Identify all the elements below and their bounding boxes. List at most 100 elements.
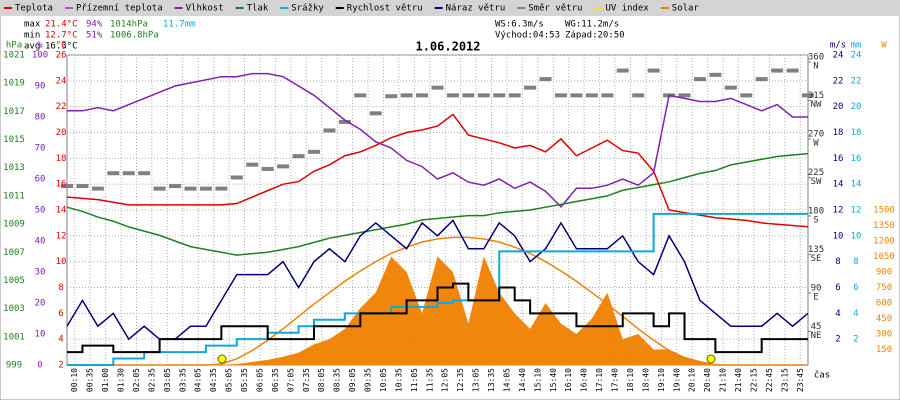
direction-mark: [76, 184, 89, 189]
x-tick-label: 04:35: [209, 368, 218, 392]
tick-label: 1017: [3, 107, 25, 117]
x-tick-label: 13:35: [487, 368, 496, 392]
tick-label: 999: [6, 361, 22, 371]
direction-mark: [585, 93, 598, 98]
direction-mark: [369, 111, 382, 116]
x-tick-label: 20:40: [703, 368, 712, 392]
x-tick-label: 03:35: [178, 368, 187, 392]
tick-label: 16: [851, 154, 862, 164]
tick-label: 4: [58, 335, 63, 345]
tick-label: 0: [37, 361, 42, 371]
tick-label: 14: [851, 180, 862, 190]
tick-label: 50: [35, 206, 46, 216]
x-tick-label: 21:10: [719, 368, 728, 392]
stat: max: [24, 20, 41, 30]
tick-label: NE: [811, 331, 822, 341]
x-tick-label: 05:35: [240, 368, 249, 392]
direction-mark: [138, 171, 151, 176]
tick-label: 300: [876, 330, 892, 340]
direction-mark: [647, 68, 660, 73]
direction-mark: [292, 154, 305, 159]
x-tick-label: 17:40: [611, 368, 620, 392]
x-tick-label: 07:05: [286, 368, 295, 392]
legend-label: Srážky: [291, 4, 324, 14]
direction-mark: [693, 77, 706, 82]
tick-label: 8: [835, 257, 840, 267]
series-line: [67, 282, 808, 354]
x-tick-label: 01:00: [101, 368, 110, 392]
tick-label: 16: [56, 180, 67, 190]
tick-label: 1050: [873, 252, 895, 262]
stat: min: [24, 31, 40, 41]
direction-mark: [508, 93, 521, 98]
direction-mark: [616, 68, 629, 73]
tick-label: 60: [35, 175, 46, 185]
tick-label: 14: [56, 206, 67, 216]
tick-label: 1500: [873, 206, 895, 216]
direction-mark: [786, 68, 799, 73]
direction-mark: [524, 85, 537, 90]
x-tick-label: 12:35: [456, 368, 465, 392]
axis-label: m/s: [830, 41, 846, 51]
tick-label: 24: [833, 51, 844, 61]
x-tick-label: 08:05: [317, 368, 326, 392]
direction-mark: [771, 68, 784, 73]
legend-label: Rychlost větru: [347, 4, 423, 14]
x-tick-label: 22:15: [749, 368, 758, 392]
tick-label: 45: [811, 322, 822, 332]
x-tick-label: 00:10: [70, 368, 79, 392]
x-tick-label: 14:40: [518, 368, 527, 392]
x-tick-label: 15:40: [549, 368, 558, 392]
tick-label: 180: [808, 207, 824, 217]
tick-label: 1007: [3, 248, 25, 258]
axis-label: °C: [56, 41, 67, 51]
legend-label: Vlhkost: [186, 4, 224, 14]
tick-label: 80: [35, 113, 46, 123]
x-tick-label: 03:05: [163, 368, 172, 392]
direction-mark: [709, 72, 722, 77]
tick-label: 1021: [3, 51, 25, 61]
legend-label: UV index: [605, 4, 649, 14]
direction-mark: [338, 119, 351, 124]
tick-label: 600: [876, 299, 892, 309]
tick-label: 40: [35, 237, 46, 247]
x-tick-label: 18:10: [626, 368, 635, 392]
x-tick-label: 16:10: [564, 368, 573, 392]
tick-label: 90: [811, 284, 822, 294]
axis-label: mm: [851, 41, 862, 51]
tick-label: N: [813, 62, 818, 72]
direction-mark: [354, 93, 367, 98]
x-tick-label: 17:10: [595, 368, 604, 392]
x-tick-label: 08:35: [333, 368, 342, 392]
direction-mark: [323, 128, 336, 133]
tick-label: 4: [853, 309, 858, 319]
tick-label: E: [813, 293, 818, 303]
tick-label: 100: [32, 51, 48, 61]
tick-label: 1001: [3, 332, 25, 342]
tick-label: 2: [58, 361, 63, 371]
stat: 11.7mm: [163, 20, 196, 30]
tick-label: 1019: [3, 79, 25, 89]
tick-label: 20: [851, 102, 862, 112]
direction-mark: [539, 77, 552, 82]
legend-label: Směr větru: [528, 4, 582, 14]
tick-label: 22: [851, 76, 862, 86]
tick-label: 22: [833, 76, 844, 86]
tick-label: 24: [56, 76, 67, 86]
x-tick-label: 14:05: [502, 368, 511, 392]
tick-label: 1350: [873, 221, 895, 231]
direction-mark: [61, 184, 73, 189]
direction-mark: [755, 77, 768, 82]
direction-mark: [601, 93, 614, 98]
stat: 94%: [86, 20, 103, 30]
x-tick-label: 11:35: [425, 368, 434, 392]
tick-label: 90: [35, 82, 46, 92]
direction-mark: [153, 186, 166, 191]
direction-mark: [462, 93, 475, 98]
tick-label: 12: [56, 231, 67, 241]
direction-mark: [199, 186, 212, 191]
tick-label: 2: [853, 335, 858, 345]
sunset-marker: [706, 354, 716, 364]
tick-label: 18: [833, 128, 844, 138]
